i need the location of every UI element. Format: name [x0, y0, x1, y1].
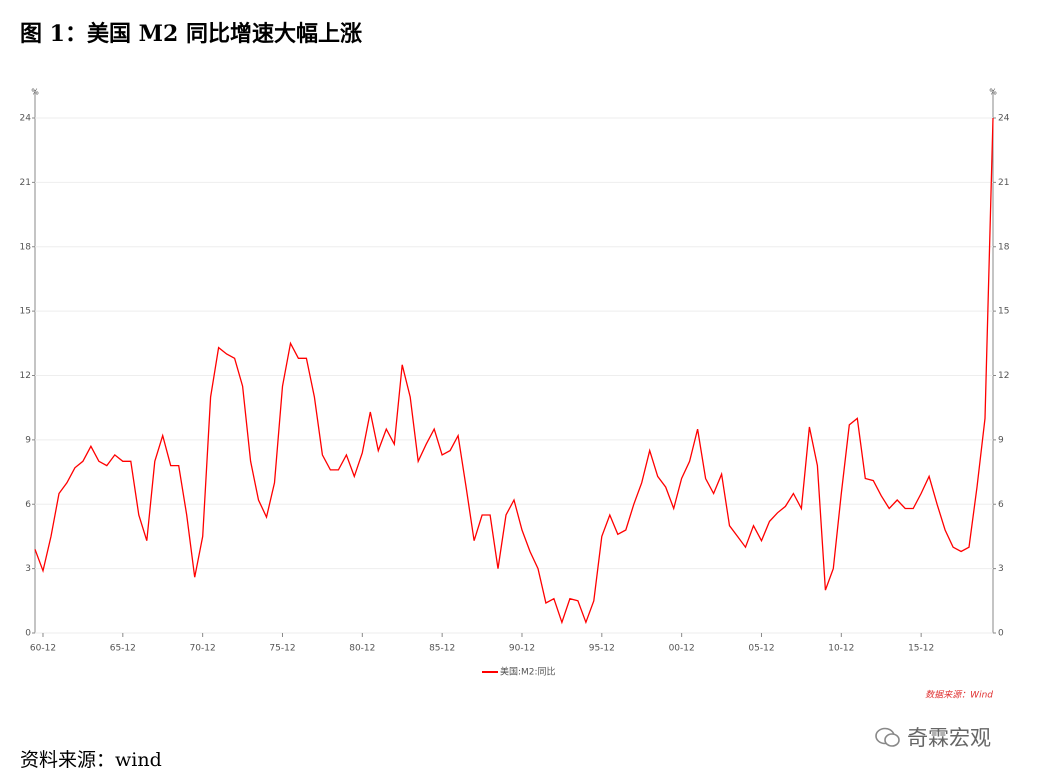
y2-tick-label: 24 — [998, 114, 1010, 124]
x-tick-label: 85-12 — [429, 644, 455, 654]
y-tick-label: 12 — [20, 371, 31, 381]
y2-tick-label: 15 — [998, 307, 1009, 317]
y2-tick-label: 9 — [998, 435, 1004, 445]
y2-tick-label: 6 — [998, 500, 1004, 510]
legend-label: 美国:M2:同比 — [500, 666, 556, 678]
x-tick-label: 10-12 — [828, 644, 854, 654]
x-tick-label: 95-12 — [589, 644, 615, 654]
y2-tick-label: 12 — [998, 371, 1009, 381]
y2-tick-label: 3 — [998, 564, 1004, 574]
y2-tick-label: 0 — [998, 629, 1004, 639]
x-tick-label: 00-12 — [669, 644, 695, 654]
wechat-icon — [875, 727, 900, 747]
y-tick-label: 9 — [25, 435, 31, 445]
y-tick-label: 0 — [25, 629, 31, 639]
x-tick-label: 05-12 — [748, 644, 774, 654]
y-tick-label: 6 — [25, 500, 31, 510]
watermark: 奇霖宏观 — [875, 722, 991, 752]
x-tick-label: 65-12 — [110, 644, 136, 654]
x-tick-label: 75-12 — [269, 644, 295, 654]
line — [34, 117, 994, 625]
y-tick-label: 18 — [20, 242, 32, 252]
title: 图 1：美国 M2 同比增速大幅上涨 — [20, 21, 362, 47]
footer: 资料来源：wind — [20, 749, 162, 771]
y-tick-label: 24 — [20, 114, 32, 124]
x-tick-label: 70-12 — [190, 644, 216, 654]
x-tick-label: 60-12 — [30, 644, 56, 654]
y2-unit: % — [989, 88, 997, 97]
watermark-text: 奇霖宏观 — [907, 726, 991, 750]
x-tick-label: 80-12 — [349, 644, 375, 654]
y2-tick-label: 18 — [998, 242, 1010, 252]
y-tick-label: 21 — [20, 178, 31, 188]
y-tick-label: 15 — [20, 307, 31, 317]
x-tick-label: 15-12 — [908, 644, 934, 654]
x-tick-label: 90-12 — [509, 644, 535, 654]
y-unit: % — [31, 88, 39, 97]
y2-tick-label: 21 — [998, 178, 1009, 188]
source-note: 数据来源：Wind — [925, 690, 993, 701]
y-tick-label: 3 — [25, 564, 31, 574]
